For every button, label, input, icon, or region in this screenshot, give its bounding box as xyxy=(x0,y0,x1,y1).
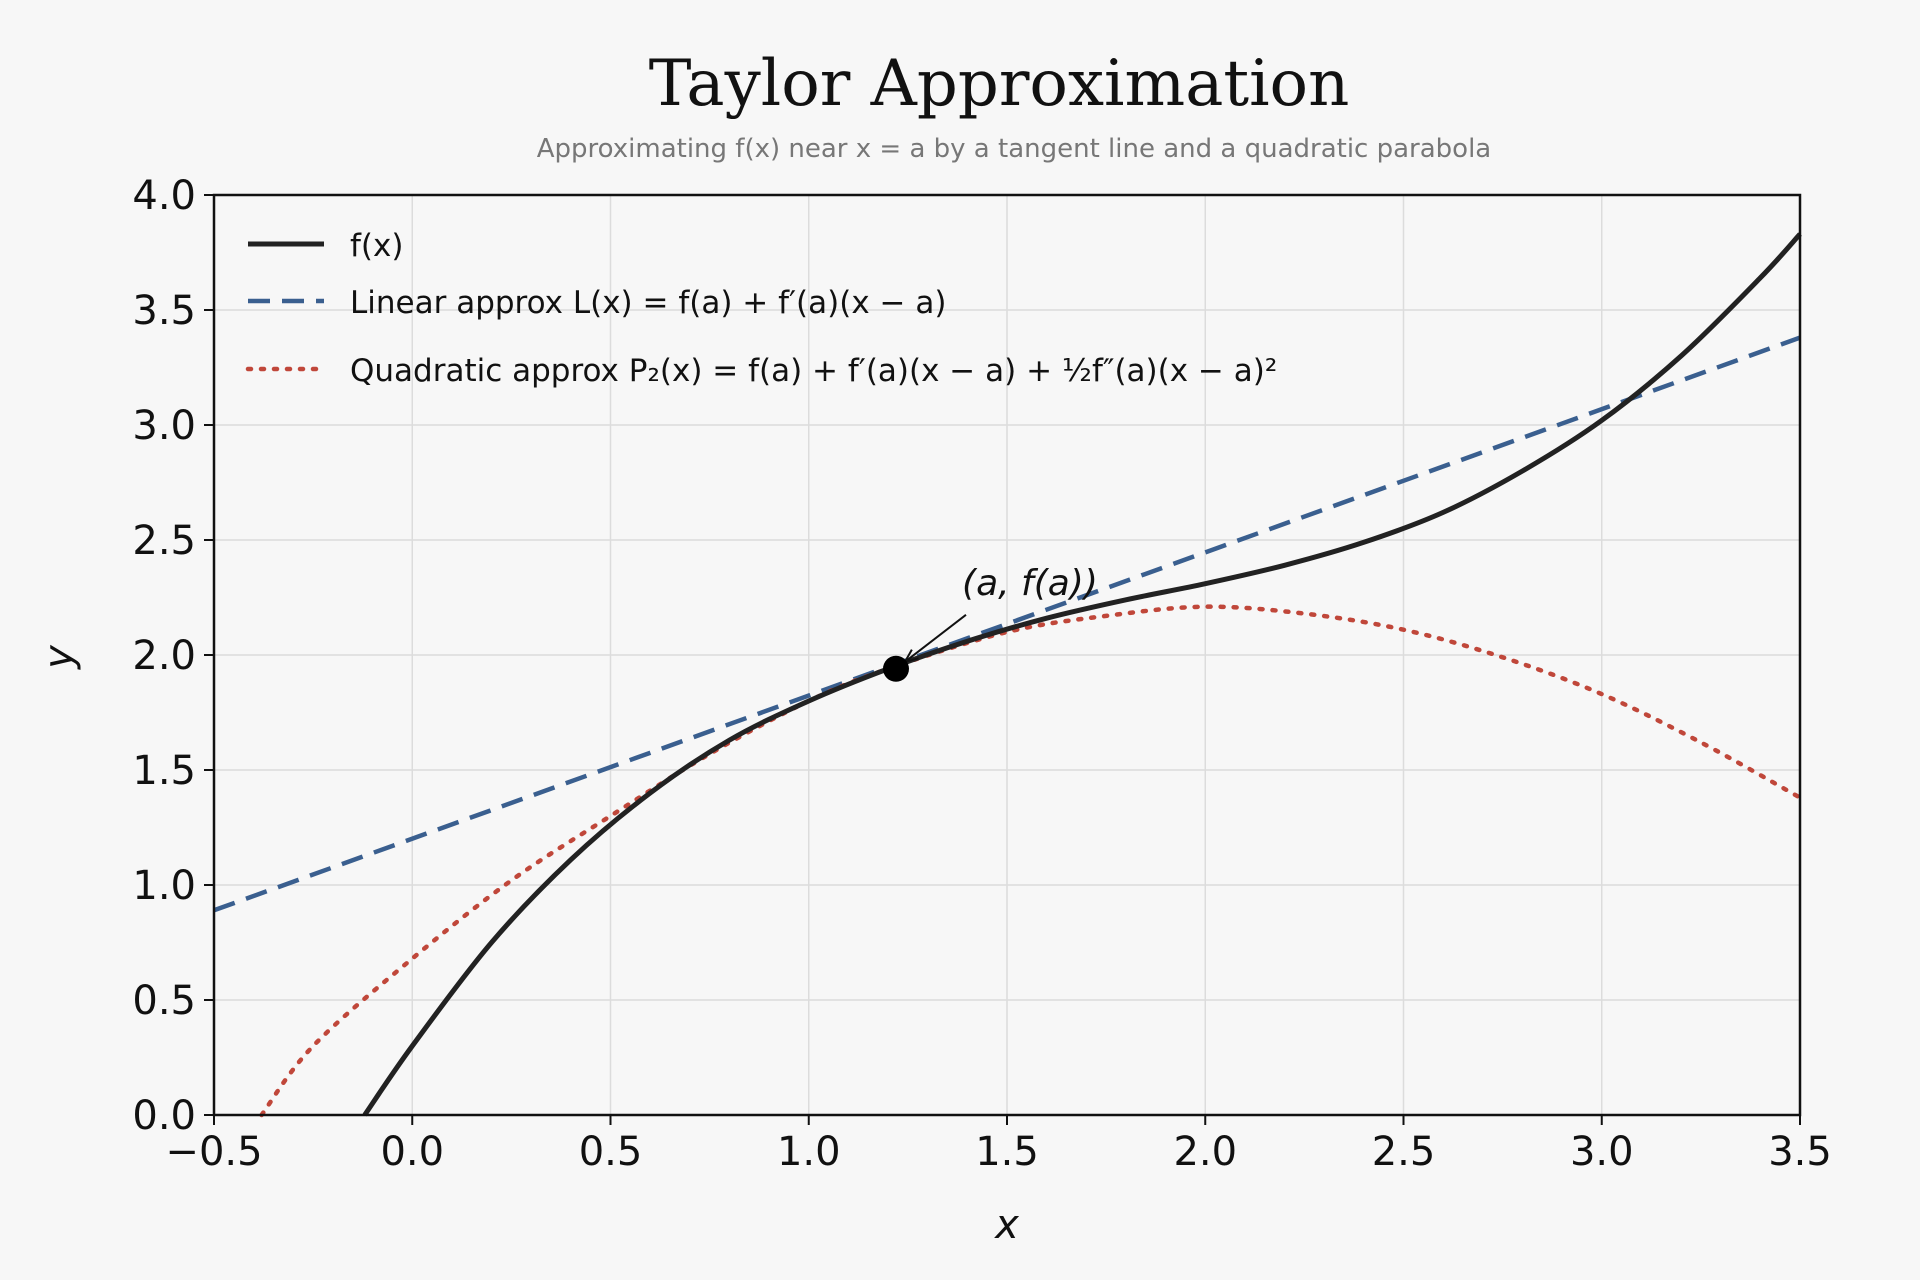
y-axis-label: y xyxy=(36,644,82,670)
grid xyxy=(213,194,1801,1116)
annotation-arrow xyxy=(904,614,967,663)
series-line-linear xyxy=(213,335,1801,913)
x-tick-label: 1.0 xyxy=(777,1129,841,1175)
y-axis-ticks: 0.0 0.5 1.0 1.5 2.0 2.5 3.0 3.5 4.0 xyxy=(132,173,214,1139)
legend-label: Linear approx L(x) = f(a) + f′(a)(x − a) xyxy=(350,285,946,321)
annotation-label: (a, f(a)) xyxy=(962,563,1098,604)
x-tick-label: −0.5 xyxy=(165,1129,262,1175)
x-tick-label: 0.5 xyxy=(579,1129,643,1175)
y-tick-label: 2.5 xyxy=(132,518,196,564)
y-tick-label: 1.5 xyxy=(132,748,196,794)
y-tick-label: 0.0 xyxy=(132,1093,196,1139)
marker-layer: (a, f(a)) xyxy=(882,563,1098,682)
y-tick-label: 2.0 xyxy=(132,633,196,679)
series-layer xyxy=(213,232,1803,1118)
y-tick-label: 3.5 xyxy=(132,288,196,334)
chart-subtitle: Approximating f(x) near x = a by a tange… xyxy=(537,134,1492,164)
y-tick-label: 4.0 xyxy=(132,173,196,219)
tangent-point-marker xyxy=(882,655,909,682)
legend-label: f(x) xyxy=(350,228,403,264)
x-tick-label: 3.0 xyxy=(1570,1129,1634,1175)
x-tick-label: 2.5 xyxy=(1372,1129,1436,1175)
y-tick-label: 0.5 xyxy=(132,978,196,1024)
series-line-f xyxy=(362,232,1802,1117)
chart-title: Taylor Approximation xyxy=(649,47,1350,121)
x-axis-ticks: −0.5 0.0 0.5 1.0 1.5 2.0 2.5 3.0 3.5 xyxy=(165,1115,1832,1175)
x-tick-label: 1.5 xyxy=(975,1129,1039,1175)
x-tick-label: 3.5 xyxy=(1768,1129,1832,1175)
x-tick-label: 2.0 xyxy=(1173,1129,1237,1175)
x-axis-label: x xyxy=(993,1202,1019,1248)
legend: f(x) Linear approx L(x) = f(a) + f′(a)(x … xyxy=(245,228,1277,389)
y-tick-label: 3.0 xyxy=(132,403,196,449)
legend-label: Quadratic approx P₂(x) = f(a) + f′(a)(x … xyxy=(350,353,1277,389)
series-line-quadratic xyxy=(259,604,1803,1118)
y-tick-label: 1.0 xyxy=(132,863,196,909)
x-tick-label: 0.0 xyxy=(380,1129,444,1175)
